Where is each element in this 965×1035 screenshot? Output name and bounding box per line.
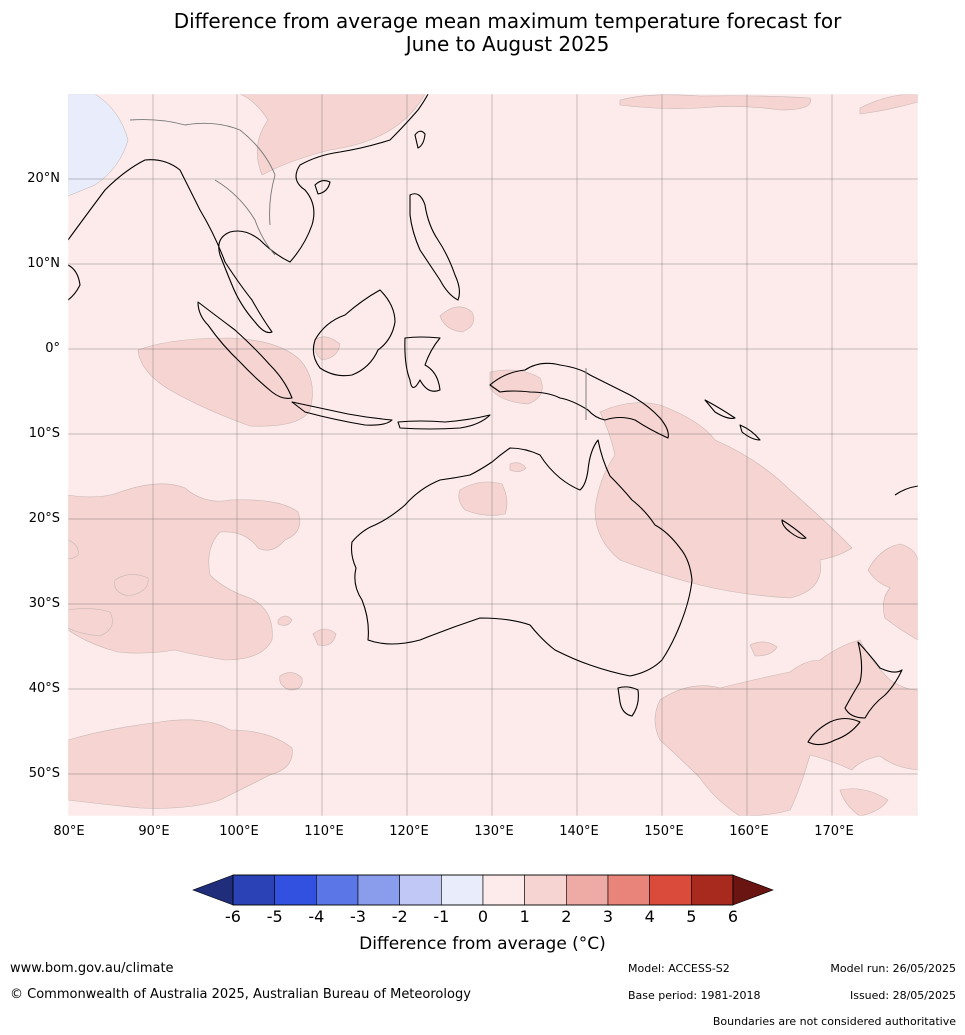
lat-label-20s: 20°S bbox=[28, 511, 60, 526]
colorbar-tick: -2 bbox=[391, 907, 408, 926]
colorbar-tick: 3 bbox=[602, 907, 614, 926]
colorbar-tick: 0 bbox=[477, 907, 489, 926]
website-link[interactable]: www.bom.gov.au/climate bbox=[10, 961, 174, 976]
lon-label-160e: 160°E bbox=[729, 824, 769, 839]
lat-label-30s: 30°S bbox=[28, 596, 60, 611]
boundaries-disclaimer: Boundaries are not considered authoritat… bbox=[712, 1015, 956, 1028]
colorbar-tick: 1 bbox=[519, 907, 530, 926]
colorbar-swatch bbox=[441, 874, 484, 906]
colorbar-swatch bbox=[524, 874, 567, 906]
copyright-text: © Commonwealth of Australia 2025, Austra… bbox=[10, 987, 471, 1002]
lat-label-20n: 20°N bbox=[27, 171, 60, 186]
tasmania-coastline bbox=[617, 686, 639, 717]
sulawesi-coastline bbox=[404, 336, 441, 392]
model-run-text: Model run: 26/05/2025 bbox=[830, 962, 956, 975]
mainland-asia-coastline bbox=[68, 94, 429, 334]
lat-label-10s: 10°S bbox=[28, 426, 60, 441]
map-area: 20°N 10°N 0° 10°S 20°S 30°S 40°S 50°S 80… bbox=[27, 93, 919, 839]
colorbar-tick: 6 bbox=[727, 907, 739, 926]
colorbar-tick: 5 bbox=[686, 907, 697, 926]
title-line-2: June to August 2025 bbox=[405, 32, 610, 56]
colorbar-tick: -3 bbox=[350, 907, 366, 926]
colorbar-tick: -5 bbox=[266, 907, 283, 926]
map-frame bbox=[67, 93, 919, 817]
colorbar-swatch bbox=[482, 874, 525, 906]
sumatra-coastline bbox=[197, 301, 293, 399]
lon-label-150e: 150°E bbox=[644, 824, 684, 839]
lon-label-80e: 80°E bbox=[53, 824, 85, 839]
base-period-text: Base period: 1981-2018 bbox=[628, 989, 761, 1002]
colorbar-swatch bbox=[691, 874, 734, 906]
new-guinea-coastline bbox=[489, 362, 669, 439]
title-line-1: Difference from average mean maximum tem… bbox=[173, 9, 842, 33]
model-text: Model: ACCESS-S2 bbox=[628, 962, 730, 975]
colorbar-tick: -4 bbox=[308, 907, 325, 926]
colorbar-swatch bbox=[566, 874, 609, 906]
java-coastline bbox=[291, 401, 393, 426]
colorbar-swatch bbox=[232, 874, 275, 906]
issued-text: Issued: 28/05/2025 bbox=[849, 989, 956, 1002]
lon-label-110e: 110°E bbox=[304, 824, 344, 839]
colorbar-extend-high bbox=[732, 874, 774, 906]
country-borders bbox=[129, 119, 587, 420]
colorbar-swatch bbox=[274, 874, 317, 906]
lon-label-130e: 130°E bbox=[474, 824, 514, 839]
lon-label-170e: 170°E bbox=[814, 824, 854, 839]
anomaly-minus1-to-0-patch bbox=[68, 94, 129, 197]
colorbar-swatch bbox=[649, 874, 692, 906]
colorbar-title: Difference from average (°C) bbox=[359, 934, 606, 954]
colorbar-tick: -1 bbox=[433, 907, 450, 926]
philippines-coastline bbox=[409, 193, 461, 301]
anomaly-1-to-2-patches bbox=[68, 94, 918, 816]
graticule bbox=[68, 94, 918, 816]
colorbar-frame bbox=[232, 874, 734, 906]
colorbar-tick: 2 bbox=[561, 907, 572, 926]
new-zealand-coastline bbox=[844, 641, 903, 719]
lon-label-140e: 140°E bbox=[559, 824, 599, 839]
lat-label-40s: 40°S bbox=[28, 681, 60, 696]
colorbar-swatch bbox=[316, 874, 359, 906]
coastlines bbox=[68, 94, 918, 746]
lon-label-120e: 120°E bbox=[389, 824, 429, 839]
colorbar-extend-low bbox=[192, 874, 234, 906]
lat-label-10n: 10°N bbox=[27, 256, 60, 271]
map-canvas bbox=[67, 93, 919, 817]
lon-label-100e: 100°E bbox=[219, 824, 259, 839]
borneo-coastline bbox=[312, 289, 396, 377]
lat-label-50s: 50°S bbox=[28, 766, 60, 781]
australia-coastline bbox=[350, 439, 693, 677]
map-title: Difference from average mean maximum tem… bbox=[0, 10, 965, 56]
colorbar bbox=[192, 874, 774, 906]
colorbar-swatch bbox=[357, 874, 400, 906]
colorbar-tick: 4 bbox=[644, 907, 655, 926]
colorbar-swatch bbox=[399, 874, 442, 906]
colorbar-tick: -6 bbox=[225, 907, 241, 926]
lat-label-0: 0° bbox=[45, 341, 60, 356]
colorbar-swatch bbox=[607, 874, 650, 906]
lon-label-90e: 90°E bbox=[138, 824, 170, 839]
